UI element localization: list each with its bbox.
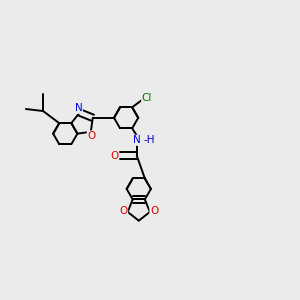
Text: N: N: [75, 103, 83, 113]
Text: Cl: Cl: [142, 93, 152, 103]
Text: O: O: [111, 151, 119, 160]
Text: O: O: [150, 206, 158, 216]
Text: N: N: [133, 135, 141, 145]
Text: -H: -H: [144, 135, 155, 145]
Text: O: O: [87, 131, 95, 141]
Text: O: O: [119, 206, 128, 216]
